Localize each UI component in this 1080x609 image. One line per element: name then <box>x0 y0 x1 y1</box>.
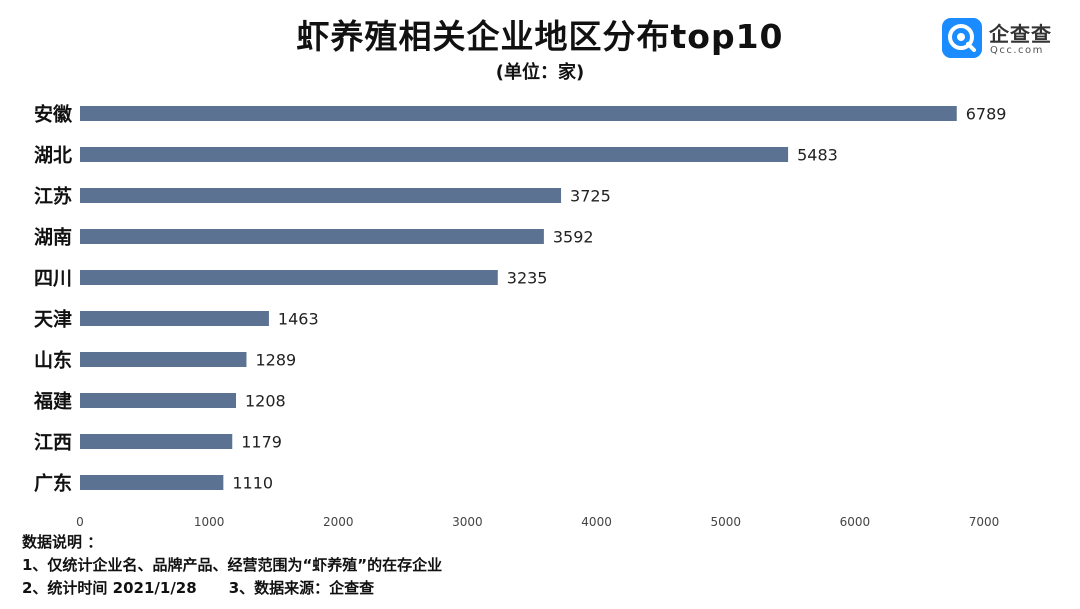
notes-heading: 数据说明 ： <box>22 533 103 551</box>
category-label: 湖南 <box>34 227 72 249</box>
category-label: 江西 <box>34 432 72 454</box>
bar <box>80 475 224 490</box>
x-tick-label: 7000 <box>969 515 1000 529</box>
chart-title: 虾养殖相关企业地区分布top10 <box>296 17 784 56</box>
bar <box>80 229 544 244</box>
data-label: 3592 <box>553 228 594 247</box>
bar <box>80 393 237 408</box>
data-label: 6789 <box>966 105 1007 124</box>
category-label: 福建 <box>33 390 72 413</box>
x-tick-label: 1000 <box>194 515 225 529</box>
qcc-logo-domain: Qcc.com <box>990 45 1044 56</box>
bar <box>80 147 789 162</box>
category-label: 天津 <box>34 308 72 331</box>
notes-line-2: 2、统计时间 2021/1/28 3、数据来源：企查查 <box>22 577 442 600</box>
category-label: 江苏 <box>34 185 72 208</box>
data-label: 1179 <box>241 433 282 452</box>
notes-time: 2、统计时间 2021/1/28 <box>22 579 197 597</box>
x-tick-label: 5000 <box>710 515 741 529</box>
notes-line-1: 1、仅统计企业名、品牌产品、经营范围为“虾养殖”的在存企业 <box>22 556 443 574</box>
x-tick-label: 2000 <box>323 515 354 529</box>
qcc-logo-name: 企查查 <box>989 22 1052 46</box>
data-label: 3235 <box>507 269 548 288</box>
x-tick-label: 6000 <box>840 515 871 529</box>
bar <box>80 434 233 449</box>
bar <box>80 188 562 203</box>
qcc-logo-icon <box>942 18 982 58</box>
bar <box>80 270 498 285</box>
category-label: 湖北 <box>34 145 72 167</box>
data-label: 5483 <box>797 146 838 165</box>
x-tick-label: 4000 <box>581 515 612 529</box>
x-tick-label: 0 <box>76 515 84 529</box>
chart-subtitle: (单位：家) <box>495 62 585 83</box>
data-label: 3725 <box>570 187 611 206</box>
bar <box>80 311 269 326</box>
data-label: 1110 <box>232 474 273 493</box>
data-label: 1463 <box>278 310 319 329</box>
data-label: 1289 <box>255 351 296 370</box>
bar <box>80 106 957 121</box>
data-label: 1208 <box>245 392 286 411</box>
category-label: 安徽 <box>34 103 73 126</box>
bar <box>80 352 247 367</box>
notes-source: 3、数据来源：企查查 <box>228 579 375 597</box>
category-label: 山东 <box>34 349 72 372</box>
data-notes: 数据说明 ： 1、仅统计企业名、品牌产品、经营范围为“虾养殖”的在存企业 2、统… <box>22 531 442 600</box>
x-tick-label: 3000 <box>452 515 483 529</box>
category-label: 四川 <box>34 268 72 290</box>
category-label: 广东 <box>34 472 72 495</box>
